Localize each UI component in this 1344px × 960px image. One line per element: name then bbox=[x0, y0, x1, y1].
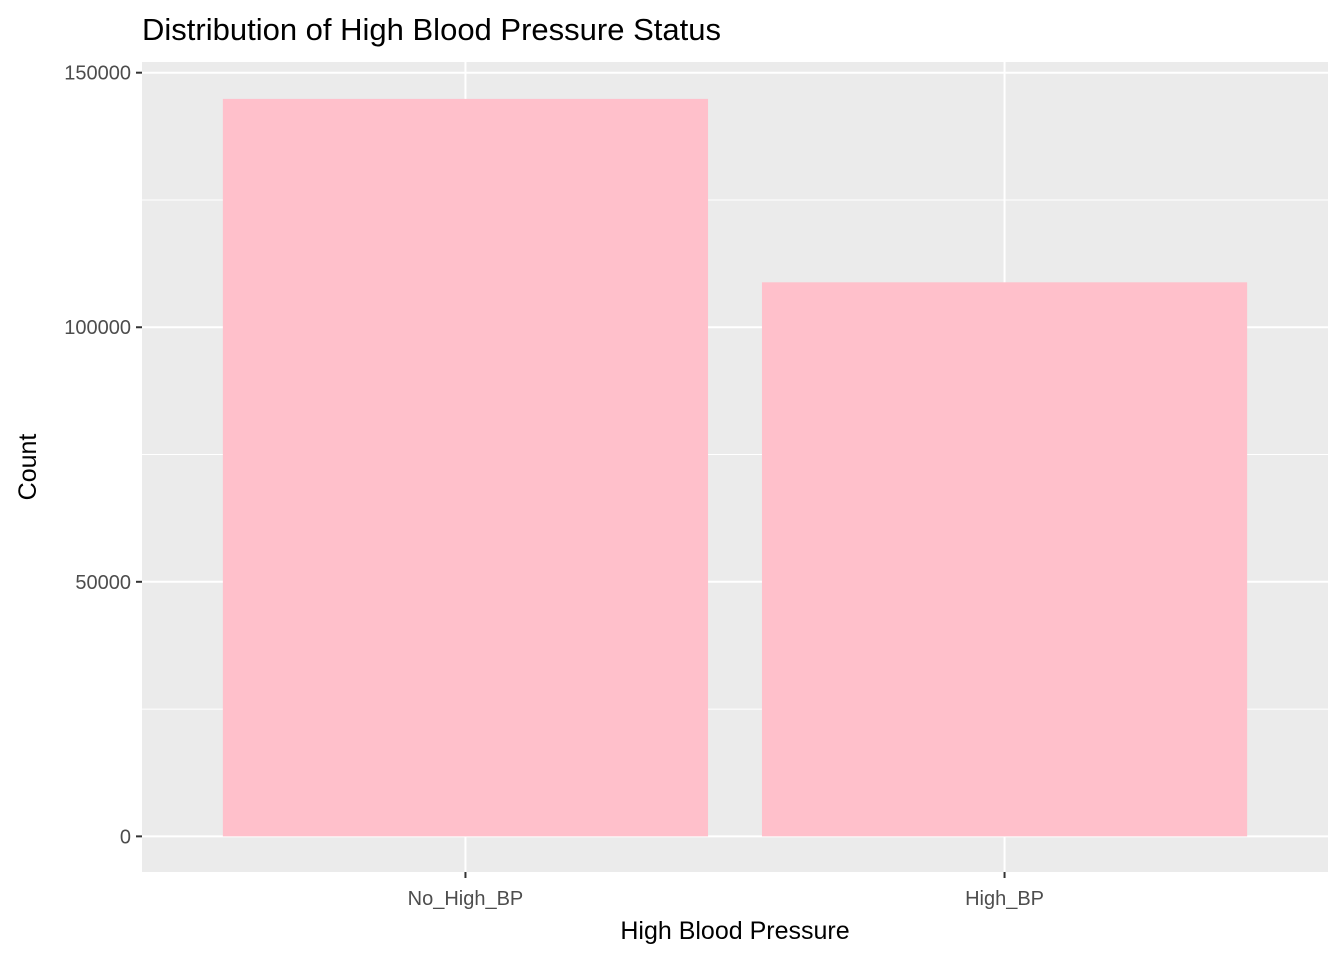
y-axis: 0 50000 100000 150000 bbox=[64, 63, 142, 848]
x-tick-label: No_High_BP bbox=[408, 888, 524, 910]
y-tick-label: 150000 bbox=[64, 63, 131, 85]
x-axis-title: High Blood Pressure bbox=[620, 917, 849, 945]
bar-high-bp bbox=[761, 282, 1248, 837]
y-axis-title: Count bbox=[14, 434, 42, 501]
x-tick-label: High_BP bbox=[965, 888, 1044, 910]
y-tick-label: 50000 bbox=[75, 572, 131, 594]
chart-title: Distribution of High Blood Pressure Stat… bbox=[142, 12, 721, 47]
y-tick-label: 0 bbox=[120, 826, 131, 848]
x-axis: No_High_BP High_BP bbox=[408, 872, 1044, 910]
bar-no-high-bp bbox=[222, 98, 709, 837]
y-tick-label: 100000 bbox=[64, 317, 131, 339]
bars bbox=[222, 98, 1248, 837]
